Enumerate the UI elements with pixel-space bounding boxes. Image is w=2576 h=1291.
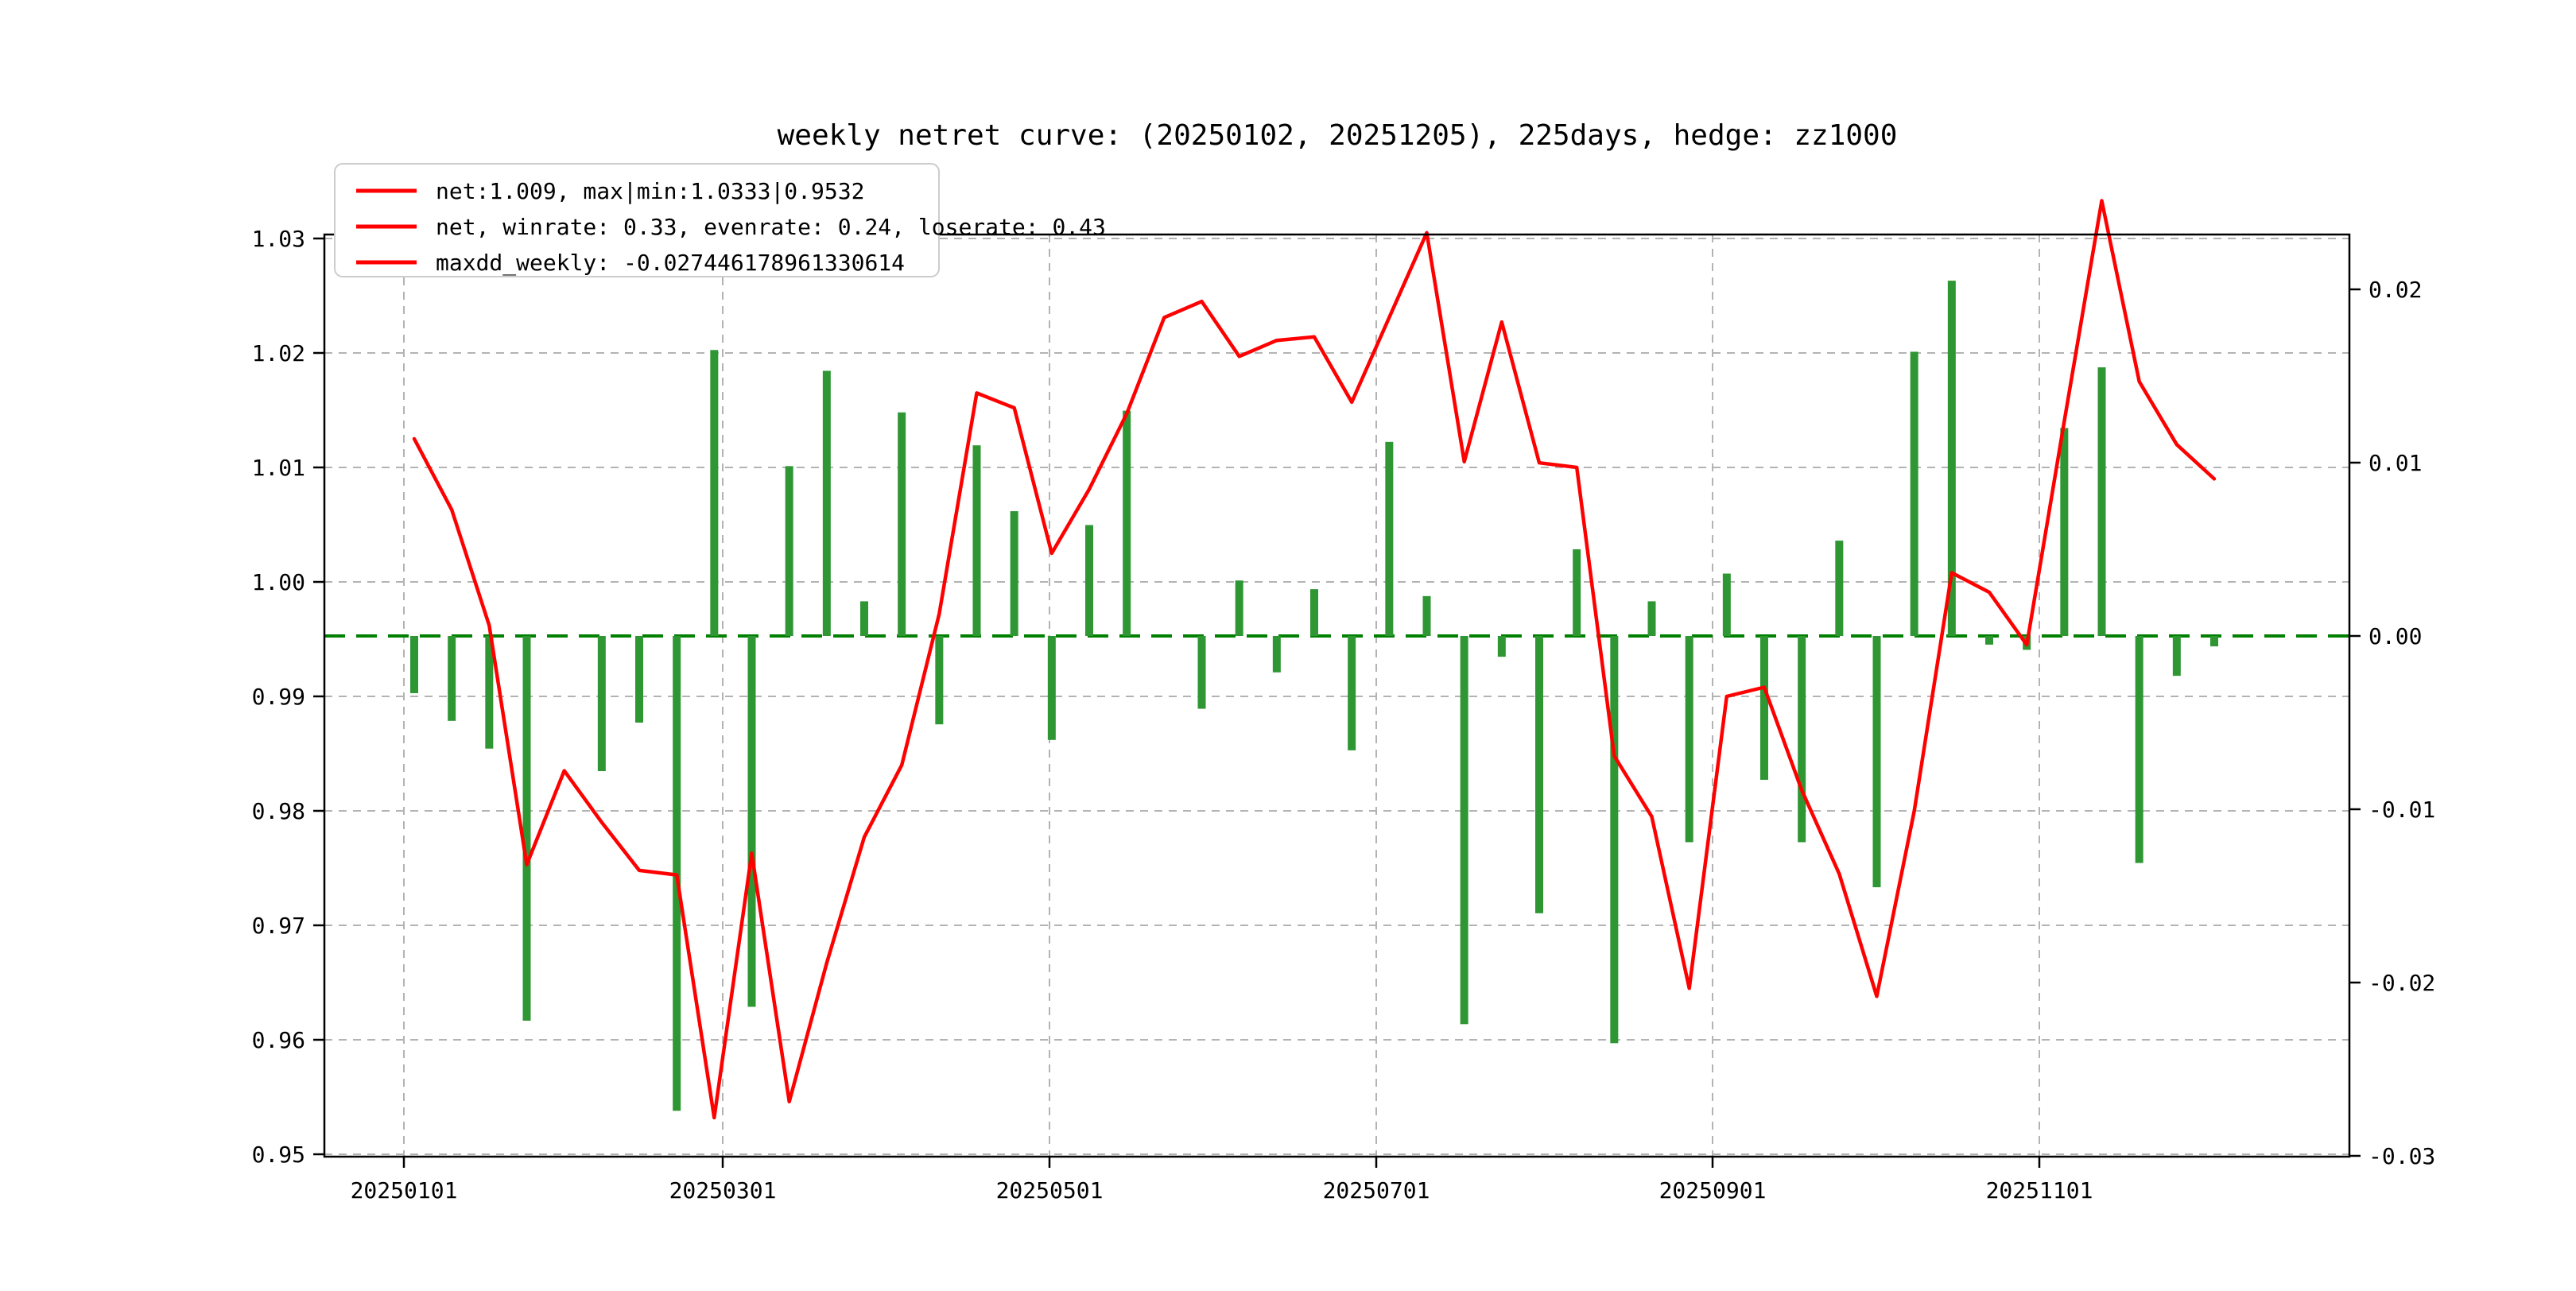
weekly-return-bar — [1722, 573, 1731, 636]
weekly-return-bar — [1497, 636, 1506, 657]
legend-entry-net: net:1.009, max|min:1.0333|0.9532 — [436, 178, 864, 204]
weekly-return-bar — [635, 636, 643, 723]
right-axis-tick-label: -0.03 — [2368, 1143, 2435, 1169]
weekly-return-bar — [1760, 636, 1768, 780]
weekly-return-bar — [1947, 281, 1956, 636]
x-axis-tick-label: 20250901 — [1659, 1177, 1767, 1204]
weekly-return-bar — [448, 636, 456, 721]
legend-box: net:1.009, max|min:1.0333|0.9532 net, wi… — [334, 163, 1106, 277]
net-curve-line — [412, 199, 2217, 1120]
left-axis-tick-label: 0.95 — [252, 1142, 305, 1168]
weekly-return-bar — [2210, 636, 2218, 647]
weekly-return-bar — [935, 636, 944, 725]
x-axis-tick-label: 20250101 — [351, 1177, 458, 1204]
weekly-return-bar — [2135, 636, 2143, 863]
weekly-return-bar — [710, 350, 719, 636]
weekly-return-bar — [2060, 428, 2069, 636]
net-curve-polyline — [412, 199, 2217, 1120]
weekly-return-bar — [972, 445, 981, 636]
weekly-return-bar — [2097, 367, 2106, 636]
weekly-return-bar — [1647, 601, 1656, 636]
x-axis-tick-label: 20250301 — [669, 1177, 777, 1204]
right-axis-tick-label: 0.00 — [2368, 623, 2422, 649]
x-axis-tick-label: 20250501 — [996, 1177, 1104, 1204]
weekly-return-bar — [898, 412, 906, 636]
weekly-return-bar — [1910, 351, 1918, 636]
weekly-return-bar — [1985, 636, 1993, 645]
weekly-return-bar — [1872, 636, 1881, 888]
weekly-return-bar — [1535, 636, 1543, 913]
weekly-return-bar — [1310, 589, 1318, 636]
weekly-return-bar — [1047, 636, 1056, 740]
weekly-return-bar — [1835, 541, 1844, 636]
axis-ticks-and-labels: 1.03 1.02 1.01 1.00 0.99 0.98 0.97 0.96 0.95 0.02… — [252, 226, 2436, 1204]
right-axis-tick-label: -0.02 — [2368, 970, 2435, 996]
x-axis-tick-label: 20250701 — [1323, 1177, 1430, 1204]
left-axis-tick-label: 1.01 — [252, 455, 305, 481]
weekly-return-bar — [1010, 511, 1018, 636]
left-axis-tick-label: 1.00 — [252, 569, 305, 595]
weekly-return-bar — [410, 636, 418, 693]
weekly-return-bar — [2172, 636, 2181, 677]
legend-entry-maxdd: maxdd_weekly: -0.027446178961330614 — [436, 250, 905, 277]
left-axis-tick-label: 0.98 — [252, 798, 305, 824]
left-axis-tick-label: 0.96 — [252, 1027, 305, 1053]
weekly-return-bar — [785, 466, 793, 636]
weekly-return-bar — [1573, 549, 1581, 636]
right-axis-tick-label: -0.01 — [2368, 797, 2435, 823]
weekly-return-bar — [597, 636, 606, 772]
weekly-return-bar — [1798, 636, 1806, 843]
weekly-return-bar — [822, 370, 831, 636]
x-axis-tick-label: 20251101 — [1986, 1177, 2093, 1204]
weekly-return-bar — [1610, 636, 1619, 1044]
weekly-return-bar — [1348, 636, 1356, 750]
left-axis-tick-label: 1.03 — [252, 226, 305, 252]
weekly-return-bar — [1460, 636, 1468, 1025]
weekly-return-bar — [1422, 595, 1431, 636]
weekly-return-bars — [410, 281, 2218, 1111]
chart-title: weekly netret curve: (20250102, 20251205… — [778, 119, 1898, 152]
weekly-return-bar — [1385, 441, 1394, 636]
weekly-return-bar — [1272, 636, 1281, 673]
weekly-return-bar — [1235, 580, 1243, 636]
right-axis-tick-label: 0.02 — [2368, 277, 2422, 303]
weekly-return-bar — [860, 601, 868, 636]
legend-frame — [334, 163, 940, 277]
weekly-return-bar — [485, 636, 494, 749]
left-axis-tick-label: 1.02 — [252, 340, 305, 366]
weekly-return-bar — [747, 636, 756, 1007]
weekly-return-bar — [1685, 636, 1693, 843]
left-axis-tick-label: 0.99 — [252, 684, 305, 710]
right-axis-tick-label: 0.01 — [2368, 450, 2422, 476]
weekly-return-bar — [1085, 525, 1093, 636]
weekly-return-bar — [1123, 410, 1131, 636]
weekly-return-bar — [522, 636, 531, 1021]
legend-entry-winrate: net, winrate: 0.33, evenrate: 0.24, lose… — [436, 214, 1106, 240]
left-axis-tick-label: 0.97 — [252, 913, 305, 939]
weekly-return-bar — [1197, 636, 1206, 709]
